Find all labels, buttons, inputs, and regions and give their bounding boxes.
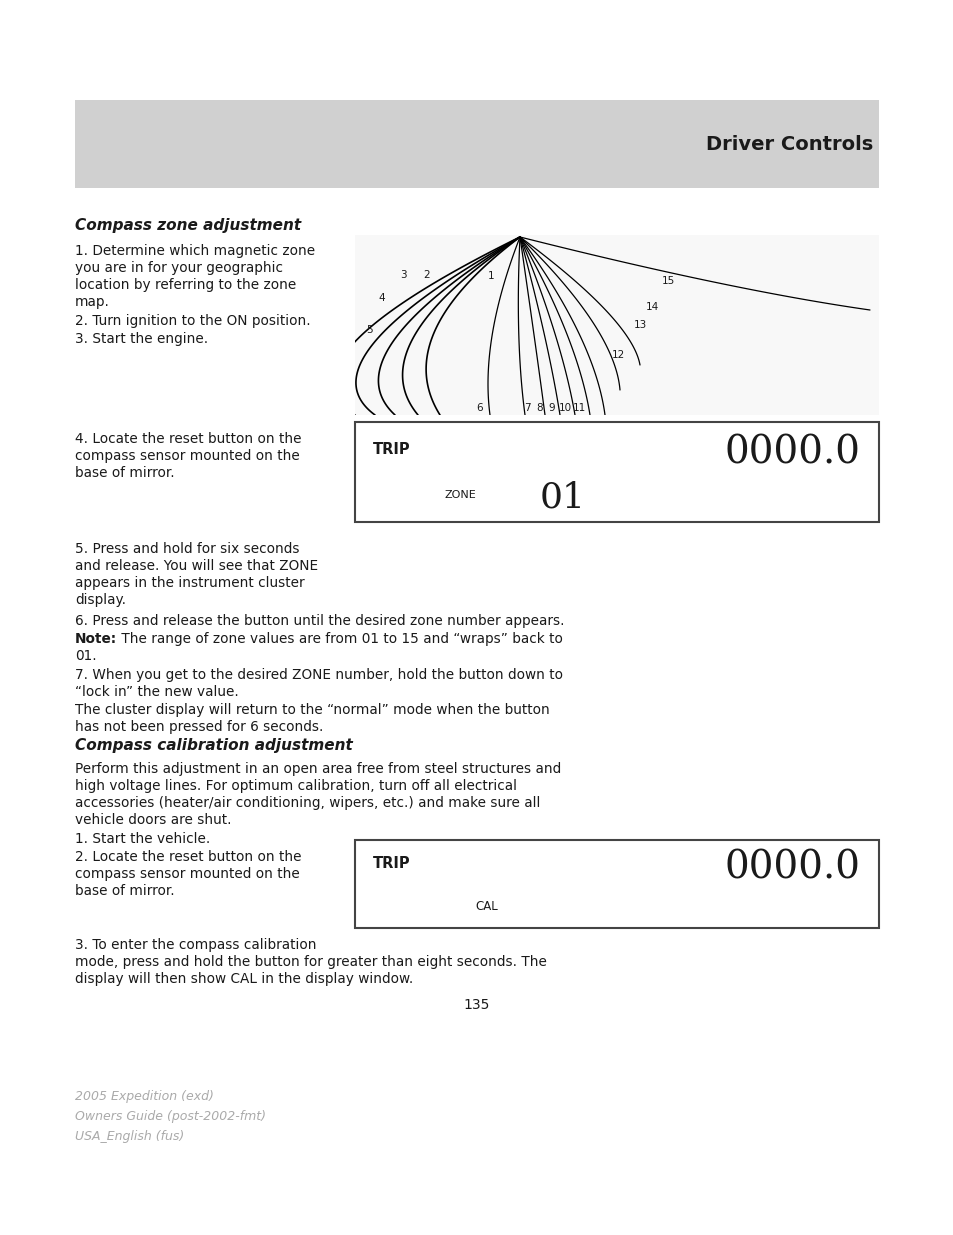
Text: display will then show CAL in the display window.: display will then show CAL in the displa… [75,972,413,986]
Bar [355,235,878,415]
Text: 10: 10 [558,403,571,412]
Bar [75,100,878,188]
Text: 14: 14 [644,303,658,312]
Text: and release. You will see that ZONE: and release. You will see that ZONE [75,559,317,573]
Text: accessories (heater/air conditioning, wipers, etc.) and make sure all: accessories (heater/air conditioning, wi… [75,797,539,810]
Text: 6. Press and release the button until the desired zone number appears.: 6. Press and release the button until th… [75,614,564,629]
Text: 2: 2 [423,270,430,280]
Text: 7: 7 [523,403,530,412]
Text: 1. Determine which magnetic zone: 1. Determine which magnetic zone [75,245,314,258]
Bar [355,422,878,522]
Text: CAL: CAL [475,900,497,913]
Text: display.: display. [75,593,126,606]
Text: 01: 01 [539,480,585,514]
Text: Compass calibration adjustment: Compass calibration adjustment [75,739,353,753]
Text: 5: 5 [366,325,373,335]
Text: map.: map. [75,295,110,309]
Text: 4: 4 [378,293,385,303]
Text: 0000.0: 0000.0 [724,433,861,471]
Bar [355,840,878,927]
Text: Owners Guide (post-2002-fmt): Owners Guide (post-2002-fmt) [75,1110,266,1123]
Text: 12: 12 [611,350,624,359]
Text: 15: 15 [660,275,674,287]
Text: “lock in” the new value.: “lock in” the new value. [75,685,238,699]
Text: The cluster display will return to the “normal” mode when the button: The cluster display will return to the “… [75,703,549,718]
Text: 2005 Expedition (exd): 2005 Expedition (exd) [75,1091,213,1103]
Text: 2. Turn ignition to the ON position.: 2. Turn ignition to the ON position. [75,314,311,329]
Text: compass sensor mounted on the: compass sensor mounted on the [75,450,299,463]
Text: mode, press and hold the button for greater than eight seconds. The: mode, press and hold the button for grea… [75,955,546,969]
Text: 2. Locate the reset button on the: 2. Locate the reset button on the [75,850,301,864]
Text: 5. Press and hold for six seconds: 5. Press and hold for six seconds [75,542,299,556]
Text: 01.: 01. [75,650,96,663]
Text: 1: 1 [487,270,494,282]
Text: TRIP: TRIP [373,856,410,871]
Text: appears in the instrument cluster: appears in the instrument cluster [75,576,304,590]
Text: 0000.0: 0000.0 [724,850,861,887]
Text: 6: 6 [476,403,483,412]
Text: 4. Locate the reset button on the: 4. Locate the reset button on the [75,432,301,446]
Text: TRIP: TRIP [373,442,410,457]
Text: Compass zone adjustment: Compass zone adjustment [75,219,301,233]
Text: base of mirror.: base of mirror. [75,466,174,480]
Text: 3. To enter the compass calibration: 3. To enter the compass calibration [75,939,316,952]
Text: 7. When you get to the desired ZONE number, hold the button down to: 7. When you get to the desired ZONE numb… [75,668,562,682]
Text: USA_English (fus): USA_English (fus) [75,1130,184,1144]
Text: 3. Start the engine.: 3. Start the engine. [75,332,208,346]
Text: 1. Start the vehicle.: 1. Start the vehicle. [75,832,210,846]
Text: high voltage lines. For optimum calibration, turn off all electrical: high voltage lines. For optimum calibrat… [75,779,517,793]
Text: compass sensor mounted on the: compass sensor mounted on the [75,867,299,881]
Text: has not been pressed for 6 seconds.: has not been pressed for 6 seconds. [75,720,323,734]
Text: Note:: Note: [75,632,117,646]
Text: Perform this adjustment in an open area free from steel structures and: Perform this adjustment in an open area … [75,762,560,776]
Text: 8: 8 [537,403,543,412]
Text: 135: 135 [463,998,490,1011]
Text: vehicle doors are shut.: vehicle doors are shut. [75,813,232,827]
Text: location by referring to the zone: location by referring to the zone [75,278,296,291]
Text: 11: 11 [572,403,585,412]
Text: ZONE: ZONE [444,490,476,500]
Text: base of mirror.: base of mirror. [75,884,174,898]
Text: 9: 9 [548,403,555,412]
Text: 13: 13 [633,320,646,330]
Text: The range of zone values are from 01 to 15 and “wraps” back to: The range of zone values are from 01 to … [117,632,562,646]
Text: 3: 3 [399,270,406,280]
Text: you are in for your geographic: you are in for your geographic [75,261,283,275]
Text: Driver Controls: Driver Controls [705,135,872,153]
